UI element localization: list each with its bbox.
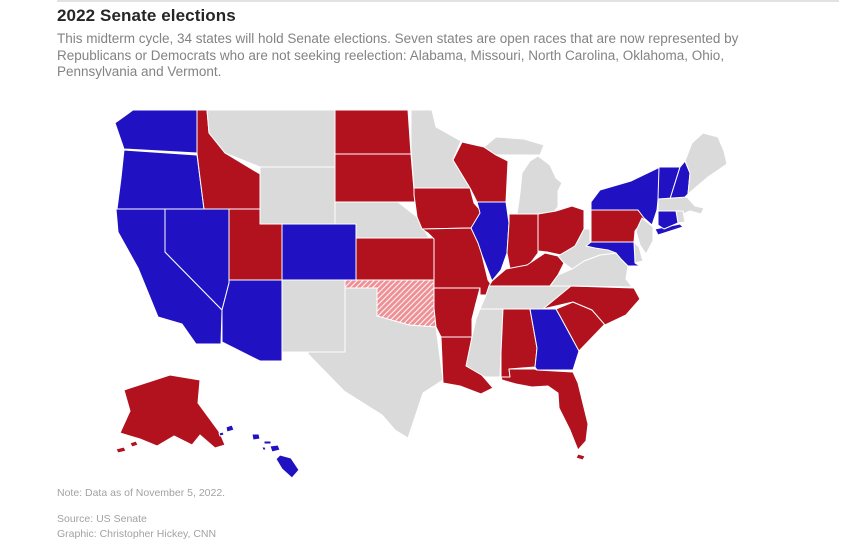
credit-text: Graphic: Christopher Hickey, CNN [57, 528, 217, 540]
state-wi[interactable] [452, 141, 509, 203]
source-text: Source: US Senate [57, 513, 147, 525]
state-fl[interactable] [500, 368, 589, 461]
state-ks[interactable] [355, 237, 435, 281]
state-ia[interactable] [413, 187, 483, 230]
chart-description: This midterm cycle, 34 states will hold … [57, 31, 739, 79]
state-nd[interactable] [334, 109, 412, 155]
state-co[interactable] [281, 223, 357, 281]
state-nm[interactable] [281, 279, 346, 353]
state-or[interactable] [116, 149, 205, 210]
state-pa[interactable] [590, 209, 646, 243]
state-ct[interactable] [657, 210, 679, 230]
state-ak[interactable] [115, 374, 226, 454]
us-states-map [112, 103, 742, 481]
state-me[interactable] [684, 132, 728, 195]
state-wy[interactable] [259, 166, 336, 225]
state-az[interactable] [221, 279, 283, 362]
state-ar[interactable] [433, 287, 481, 338]
state-nj[interactable] [635, 217, 654, 255]
state-hi[interactable] [218, 424, 300, 479]
page-title: 2022 Senate elections [57, 6, 236, 25]
state-mi[interactable] [483, 136, 563, 215]
state-md[interactable] [585, 241, 641, 267]
state-tx[interactable] [307, 287, 444, 439]
state-sd[interactable] [334, 153, 416, 203]
us-map-svg [114, 109, 728, 479]
state-wa[interactable] [114, 109, 198, 154]
top-divider [57, 0, 839, 2]
state-nc[interactable] [542, 285, 641, 326]
note-text: Note: Data as of November 5, 2022. [57, 487, 226, 499]
